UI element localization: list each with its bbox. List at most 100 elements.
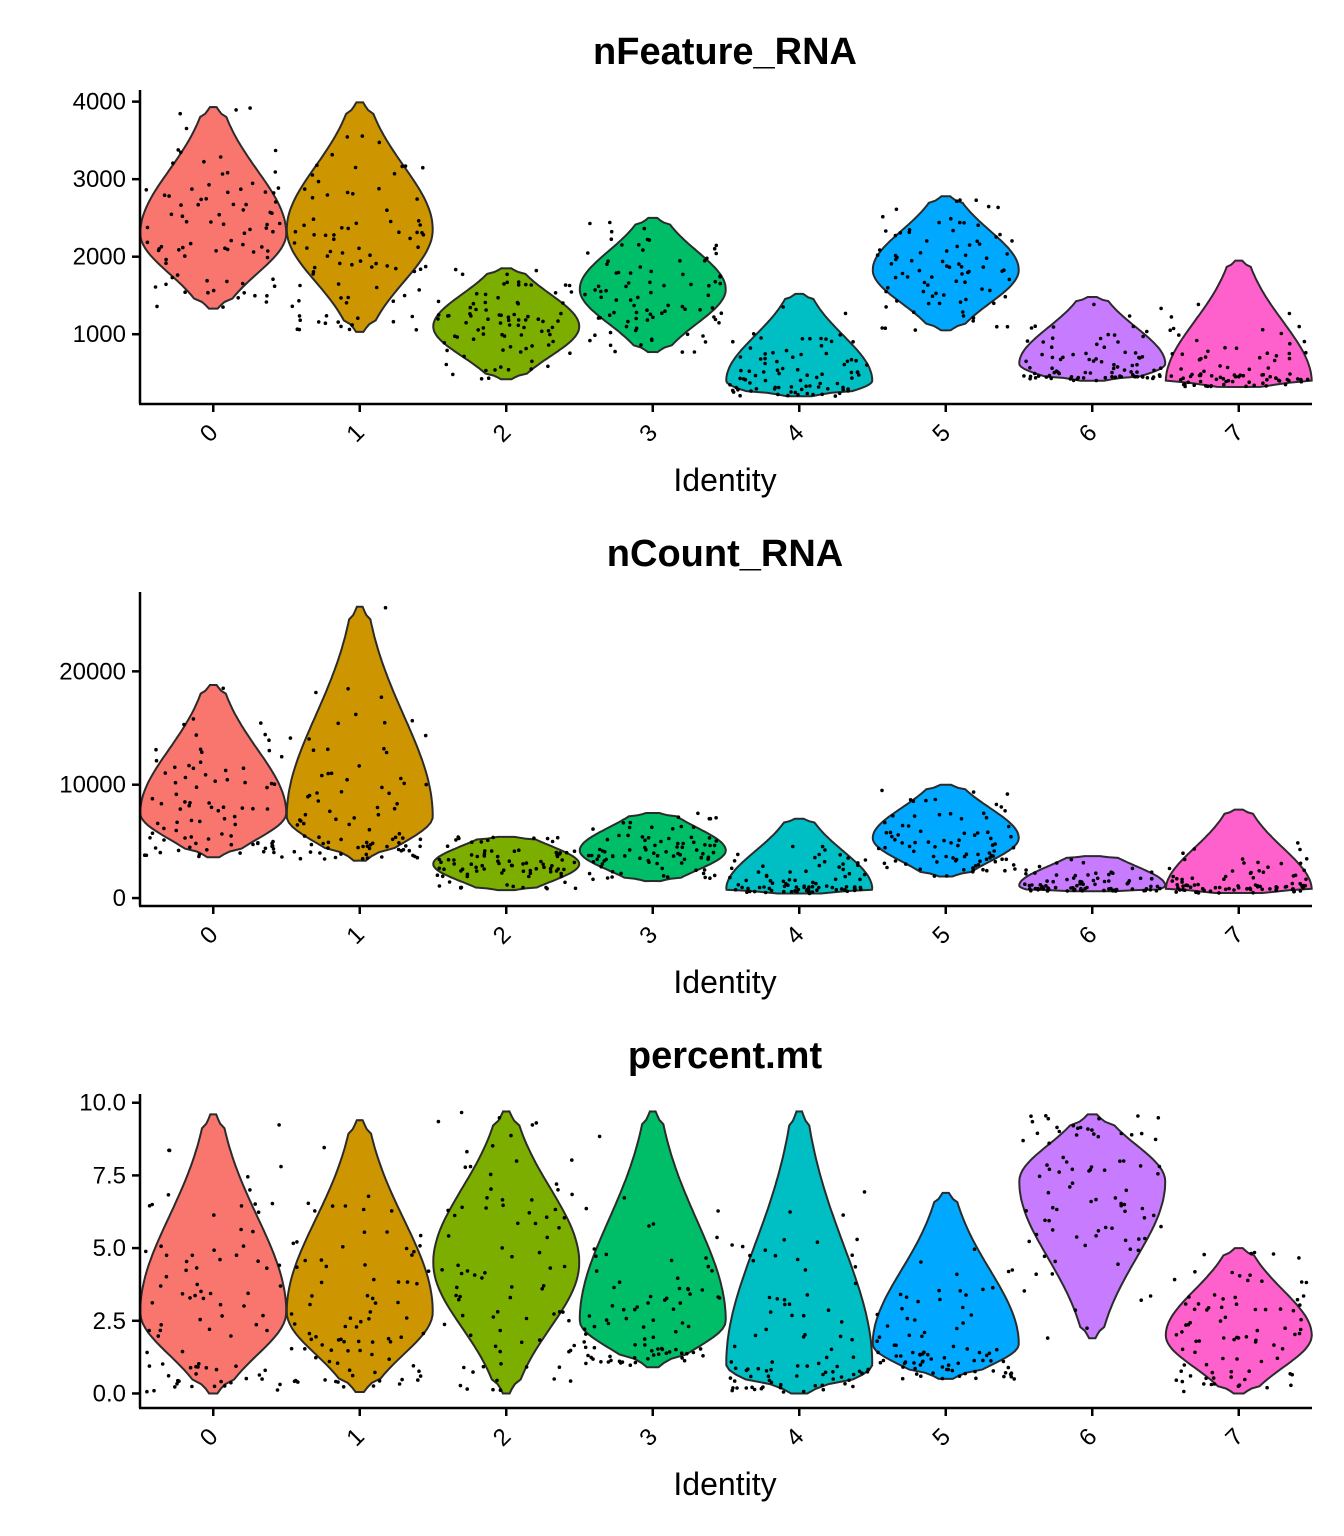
jitter-point xyxy=(643,845,647,850)
jitter-point xyxy=(486,376,491,381)
jitter-point xyxy=(253,1202,257,1206)
jitter-point xyxy=(292,1379,297,1384)
jitter-point xyxy=(1295,1297,1300,1302)
jitter-point xyxy=(562,1216,567,1220)
jitter-point xyxy=(207,1327,212,1332)
jitter-point xyxy=(1123,350,1127,355)
jitter-point xyxy=(350,1373,355,1378)
jitter-point xyxy=(1112,362,1116,367)
violin-2 xyxy=(432,1110,581,1395)
jitter-point xyxy=(360,856,365,861)
jitter-point xyxy=(350,262,354,267)
jitter-point xyxy=(145,1389,149,1394)
jitter-point xyxy=(1076,1126,1080,1131)
jitter-point xyxy=(451,372,455,377)
jitter-points xyxy=(142,605,1309,896)
jitter-point xyxy=(1011,863,1016,867)
jitter-point xyxy=(811,880,815,885)
jitter-point xyxy=(519,333,524,337)
jitter-point xyxy=(964,1293,968,1297)
jitter-point xyxy=(481,332,486,336)
jitter-point xyxy=(339,790,344,794)
jitter-point xyxy=(839,1375,844,1379)
jitter-point xyxy=(924,798,928,803)
jitter-point xyxy=(635,1305,639,1309)
jitter-point xyxy=(180,214,185,218)
jitter-point xyxy=(592,1345,597,1350)
jitter-point xyxy=(1156,1172,1160,1176)
jitter-point xyxy=(944,874,949,878)
jitter-point xyxy=(1140,375,1145,379)
jitter-point xyxy=(476,328,481,332)
jitter-point xyxy=(914,1372,919,1376)
jitter-point xyxy=(1211,1376,1216,1380)
jitter-point xyxy=(1083,886,1087,891)
jitter-point xyxy=(527,874,531,879)
jitter-point xyxy=(402,293,407,298)
jitter-point xyxy=(805,391,810,396)
jitter-point xyxy=(626,833,630,838)
jitter-point xyxy=(277,1263,282,1268)
jitter-point xyxy=(926,301,931,306)
jitter-point xyxy=(323,321,328,326)
jitter-point xyxy=(516,283,521,287)
jitter-point xyxy=(1192,883,1197,887)
jitter-point xyxy=(207,183,211,187)
jitter-point xyxy=(308,850,313,854)
jitter-point xyxy=(1151,375,1156,379)
jitter-point xyxy=(633,1343,637,1347)
jitter-point xyxy=(662,283,666,288)
jitter-point xyxy=(390,837,395,842)
jitter-point xyxy=(1204,1376,1208,1381)
jitter-point xyxy=(385,264,390,268)
jitter-point xyxy=(820,844,825,849)
jitter-point xyxy=(271,191,276,195)
jitter-point xyxy=(423,264,428,269)
jitter-point xyxy=(418,267,423,272)
jitter-point xyxy=(814,881,818,886)
jitter-point xyxy=(446,857,451,862)
jitter-point xyxy=(608,330,613,335)
jitter-point xyxy=(817,885,821,890)
jitter-point xyxy=(640,835,645,839)
jitter-point xyxy=(757,885,762,890)
jitter-point xyxy=(1178,378,1183,382)
jitter-point xyxy=(350,323,355,327)
jitter-point xyxy=(1304,1280,1309,1285)
jitter-point xyxy=(1065,889,1070,893)
jitter-point xyxy=(399,1335,404,1339)
jitter-point xyxy=(465,1387,470,1391)
jitter-point xyxy=(837,865,841,869)
jitter-point xyxy=(516,323,521,328)
jitter-point xyxy=(415,855,420,860)
jitter-point xyxy=(533,1221,538,1226)
jitter-point xyxy=(959,817,964,821)
jitter-point xyxy=(148,836,152,840)
jitter-point xyxy=(457,1297,461,1302)
jitter-point xyxy=(1053,885,1058,890)
jitter-point xyxy=(1175,876,1179,881)
jitter-point xyxy=(162,838,166,842)
jitter-point xyxy=(949,841,953,845)
jitter-point xyxy=(1169,315,1174,319)
jitter-point xyxy=(1005,792,1010,796)
jitter-point xyxy=(665,875,670,879)
jitter-point xyxy=(728,875,732,880)
jitter-point xyxy=(587,1314,592,1318)
jitter-point xyxy=(619,871,623,876)
jitter-point xyxy=(1263,1307,1268,1312)
jitter-point xyxy=(1298,889,1303,893)
jitter-point xyxy=(912,849,916,854)
jitter-point xyxy=(1119,1203,1123,1208)
jitter-point xyxy=(157,247,161,251)
jitter-point xyxy=(710,306,715,310)
jitter-point xyxy=(160,1362,165,1366)
jitter-point xyxy=(942,1356,947,1360)
jitter-point xyxy=(713,279,718,284)
jitter-point xyxy=(1196,882,1200,887)
jitter-point xyxy=(1303,883,1308,888)
jitter-point xyxy=(315,163,319,168)
jitter-point xyxy=(1000,857,1004,861)
jitter-point xyxy=(233,822,237,827)
